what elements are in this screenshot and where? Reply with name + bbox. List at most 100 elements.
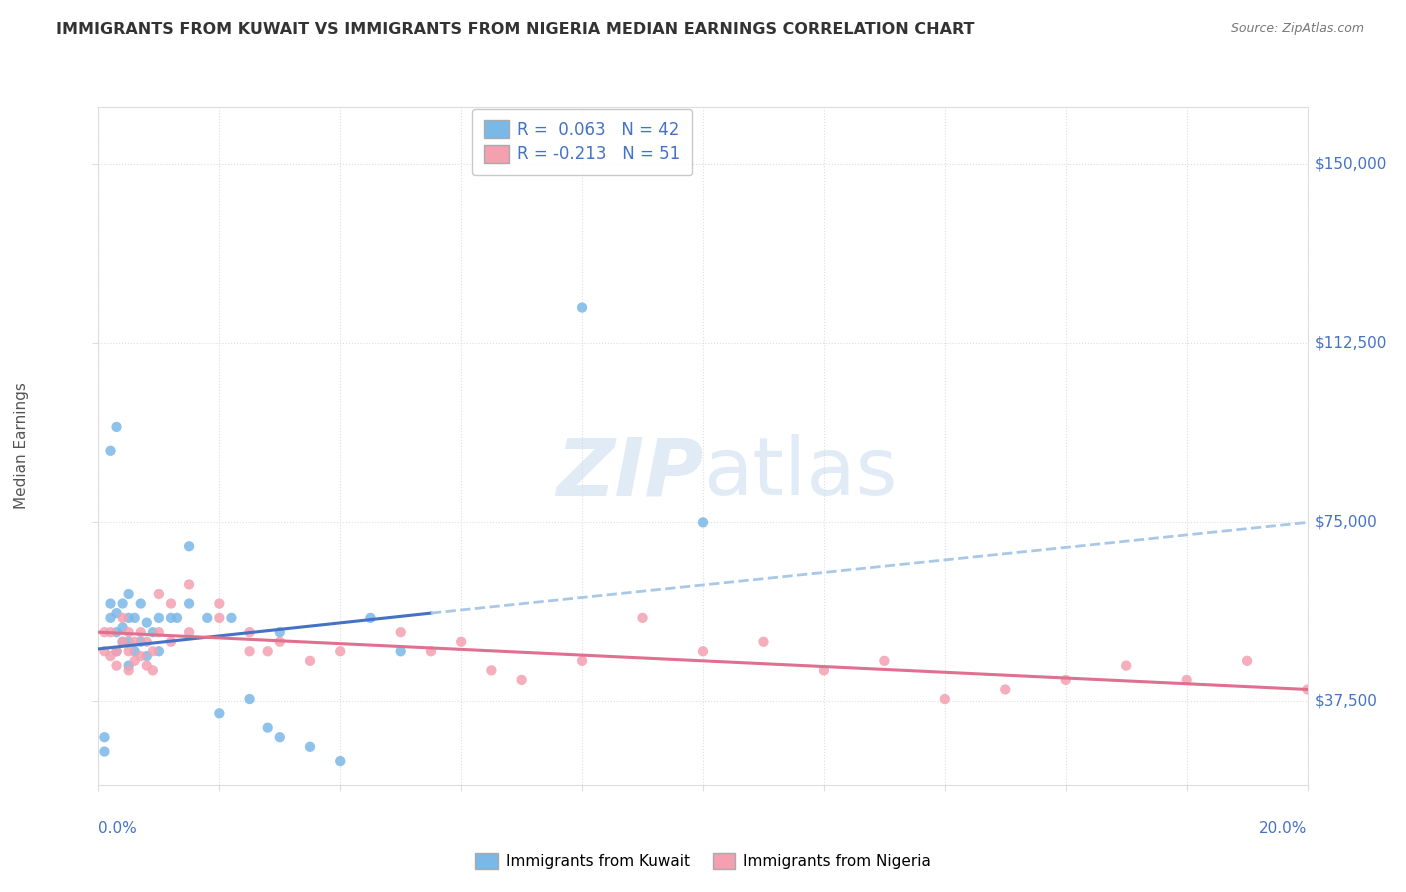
Point [105, 644, 128, 658]
Point [118, 634, 141, 648]
Point [129, 625, 152, 640]
Point [105, 606, 128, 620]
Text: Median Earnings: Median Earnings [14, 383, 28, 509]
Point [135, 615, 157, 630]
Legend: Immigrants from Kuwait, Immigrants from Nigeria: Immigrants from Kuwait, Immigrants from … [470, 847, 936, 875]
Point [93, 730, 115, 744]
Point [239, 692, 262, 706]
Point [208, 597, 231, 611]
Point [105, 420, 128, 434]
Point [129, 648, 152, 663]
Point [129, 634, 152, 648]
Point [124, 634, 146, 648]
Point [100, 597, 122, 611]
Point [571, 301, 593, 315]
Point [111, 611, 134, 625]
Text: $37,500: $37,500 [1315, 694, 1378, 709]
Point [105, 625, 128, 640]
Point [100, 611, 122, 625]
Point [256, 644, 278, 658]
Text: ZIP: ZIP [555, 434, 703, 512]
Point [239, 644, 262, 658]
Point [571, 654, 593, 668]
Point [118, 625, 141, 640]
Point [142, 644, 165, 658]
Point [148, 625, 170, 640]
Point [93, 745, 115, 759]
Point [135, 658, 157, 673]
Point [111, 634, 134, 648]
Point [813, 664, 835, 678]
Text: $112,500: $112,500 [1315, 336, 1386, 351]
Point [93, 644, 115, 658]
Point [148, 611, 170, 625]
Point [419, 644, 441, 658]
Point [450, 634, 472, 648]
Point [93, 625, 115, 640]
Text: 20.0%: 20.0% [1260, 821, 1308, 836]
Point [160, 611, 183, 625]
Point [692, 516, 714, 530]
Point [118, 644, 141, 658]
Point [994, 682, 1017, 697]
Point [389, 644, 412, 658]
Point [118, 587, 141, 601]
Point [177, 539, 201, 553]
Point [160, 634, 183, 648]
Point [299, 654, 322, 668]
Text: 0.0%: 0.0% [98, 821, 138, 836]
Point [142, 625, 165, 640]
Point [1175, 673, 1198, 687]
Point [135, 648, 157, 663]
Point [631, 611, 654, 625]
Point [208, 611, 231, 625]
Point [177, 625, 201, 640]
Point [135, 634, 157, 648]
Point [692, 644, 714, 658]
Point [269, 634, 291, 648]
Point [389, 625, 412, 640]
Point [148, 587, 170, 601]
Point [299, 739, 322, 754]
Text: IMMIGRANTS FROM KUWAIT VS IMMIGRANTS FROM NIGERIA MEDIAN EARNINGS CORRELATION CH: IMMIGRANTS FROM KUWAIT VS IMMIGRANTS FRO… [56, 22, 974, 37]
Text: Source: ZipAtlas.com: Source: ZipAtlas.com [1230, 22, 1364, 36]
Legend: R =  0.063   N = 42, R = -0.213   N = 51: R = 0.063 N = 42, R = -0.213 N = 51 [472, 109, 692, 175]
Text: $75,000: $75,000 [1315, 515, 1378, 530]
Point [510, 673, 533, 687]
Point [1054, 673, 1077, 687]
Point [105, 644, 128, 658]
Point [148, 644, 170, 658]
Point [752, 634, 775, 648]
Point [124, 644, 146, 658]
Point [100, 648, 122, 663]
Point [124, 654, 146, 668]
Point [360, 611, 382, 625]
Point [873, 654, 896, 668]
Point [111, 634, 134, 648]
Point [1115, 658, 1137, 673]
Text: atlas: atlas [703, 434, 897, 512]
Point [1296, 682, 1319, 697]
Point [177, 577, 201, 591]
Point [1236, 654, 1258, 668]
Point [208, 706, 231, 721]
Point [118, 611, 141, 625]
Point [934, 692, 956, 706]
Point [118, 658, 141, 673]
Point [124, 611, 146, 625]
Point [105, 658, 128, 673]
Point [177, 597, 201, 611]
Point [160, 597, 183, 611]
Point [166, 611, 188, 625]
Text: $150,000: $150,000 [1315, 157, 1386, 172]
Point [111, 597, 134, 611]
Point [111, 620, 134, 634]
Point [142, 664, 165, 678]
Point [269, 730, 291, 744]
Point [269, 625, 291, 640]
Point [221, 611, 243, 625]
Point [100, 625, 122, 640]
Point [129, 597, 152, 611]
Point [100, 443, 122, 458]
Point [481, 664, 503, 678]
